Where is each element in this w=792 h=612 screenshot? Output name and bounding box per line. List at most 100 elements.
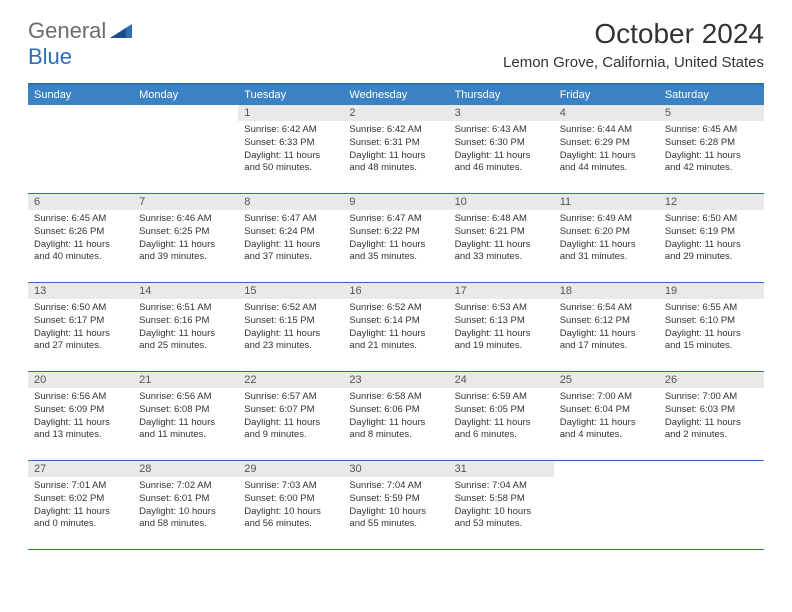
daylight-text: Daylight: 11 hours and 31 minutes. [560,239,653,265]
weekday-header: Tuesday [238,85,343,105]
day-content: Sunrise: 7:04 AMSunset: 5:59 PMDaylight:… [343,477,448,534]
sunset-text: Sunset: 6:06 PM [349,404,442,417]
header: General October 2024 Lemon Grove, Califo… [0,0,792,75]
sunrise-text: Sunrise: 6:48 AM [455,213,548,226]
day-number: 19 [659,283,764,299]
weekday-header: Sunday [28,85,133,105]
sunrise-text: Sunrise: 7:00 AM [560,391,653,404]
calendar-day [554,461,659,549]
calendar-day: 12Sunrise: 6:50 AMSunset: 6:19 PMDayligh… [659,194,764,282]
calendar-day: 8Sunrise: 6:47 AMSunset: 6:24 PMDaylight… [238,194,343,282]
daylight-text: Daylight: 11 hours and 29 minutes. [665,239,758,265]
day-content: Sunrise: 6:42 AMSunset: 6:33 PMDaylight:… [238,121,343,178]
daylight-text: Daylight: 10 hours and 58 minutes. [139,506,232,532]
daylight-text: Daylight: 11 hours and 37 minutes. [244,239,337,265]
sunrise-text: Sunrise: 6:49 AM [560,213,653,226]
day-content: Sunrise: 6:56 AMSunset: 6:08 PMDaylight:… [133,388,238,445]
calendar-day: 24Sunrise: 6:59 AMSunset: 6:05 PMDayligh… [449,372,554,460]
weekday-header: Monday [133,85,238,105]
sunset-text: Sunset: 6:00 PM [244,493,337,506]
sunrise-text: Sunrise: 6:44 AM [560,124,653,137]
logo-text-general: General [28,18,106,44]
sunrise-text: Sunrise: 6:51 AM [139,302,232,315]
sunset-text: Sunset: 6:25 PM [139,226,232,239]
day-content: Sunrise: 6:45 AMSunset: 6:26 PMDaylight:… [28,210,133,267]
daylight-text: Daylight: 11 hours and 0 minutes. [34,506,127,532]
daylight-text: Daylight: 11 hours and 17 minutes. [560,328,653,354]
sunrise-text: Sunrise: 6:53 AM [455,302,548,315]
daylight-text: Daylight: 11 hours and 33 minutes. [455,239,548,265]
calendar-day: 29Sunrise: 7:03 AMSunset: 6:00 PMDayligh… [238,461,343,549]
calendar-day: 1Sunrise: 6:42 AMSunset: 6:33 PMDaylight… [238,105,343,193]
calendar-day: 4Sunrise: 6:44 AMSunset: 6:29 PMDaylight… [554,105,659,193]
day-number: 18 [554,283,659,299]
daylight-text: Daylight: 11 hours and 46 minutes. [455,150,548,176]
day-content: Sunrise: 6:54 AMSunset: 6:12 PMDaylight:… [554,299,659,356]
calendar-day: 15Sunrise: 6:52 AMSunset: 6:15 PMDayligh… [238,283,343,371]
day-number: 30 [343,461,448,477]
day-number: 12 [659,194,764,210]
daylight-text: Daylight: 11 hours and 39 minutes. [139,239,232,265]
day-content: Sunrise: 6:58 AMSunset: 6:06 PMDaylight:… [343,388,448,445]
day-content: Sunrise: 6:47 AMSunset: 6:24 PMDaylight:… [238,210,343,267]
sunrise-text: Sunrise: 6:50 AM [665,213,758,226]
calendar-day: 21Sunrise: 6:56 AMSunset: 6:08 PMDayligh… [133,372,238,460]
sunrise-text: Sunrise: 7:02 AM [139,480,232,493]
sunrise-text: Sunrise: 6:45 AM [34,213,127,226]
sunrise-text: Sunrise: 6:42 AM [244,124,337,137]
day-content: Sunrise: 6:50 AMSunset: 6:19 PMDaylight:… [659,210,764,267]
daylight-text: Daylight: 11 hours and 44 minutes. [560,150,653,176]
sunset-text: Sunset: 6:21 PM [455,226,548,239]
sunset-text: Sunset: 6:26 PM [34,226,127,239]
day-number: 6 [28,194,133,210]
day-content: Sunrise: 6:48 AMSunset: 6:21 PMDaylight:… [449,210,554,267]
day-number: 7 [133,194,238,210]
daylight-text: Daylight: 11 hours and 40 minutes. [34,239,127,265]
sunrise-text: Sunrise: 6:50 AM [34,302,127,315]
calendar-day: 14Sunrise: 6:51 AMSunset: 6:16 PMDayligh… [133,283,238,371]
sunrise-text: Sunrise: 6:45 AM [665,124,758,137]
day-content: Sunrise: 6:47 AMSunset: 6:22 PMDaylight:… [343,210,448,267]
day-number: 16 [343,283,448,299]
sunrise-text: Sunrise: 6:54 AM [560,302,653,315]
day-number: 11 [554,194,659,210]
daylight-text: Daylight: 11 hours and 4 minutes. [560,417,653,443]
sunset-text: Sunset: 6:08 PM [139,404,232,417]
day-content: Sunrise: 6:55 AMSunset: 6:10 PMDaylight:… [659,299,764,356]
calendar-week: 13Sunrise: 6:50 AMSunset: 6:17 PMDayligh… [28,283,764,372]
day-number: 1 [238,105,343,121]
day-number: 21 [133,372,238,388]
day-content: Sunrise: 6:46 AMSunset: 6:25 PMDaylight:… [133,210,238,267]
sunset-text: Sunset: 6:05 PM [455,404,548,417]
calendar-day: 19Sunrise: 6:55 AMSunset: 6:10 PMDayligh… [659,283,764,371]
daylight-text: Daylight: 11 hours and 42 minutes. [665,150,758,176]
day-content: Sunrise: 7:00 AMSunset: 6:03 PMDaylight:… [659,388,764,445]
calendar-day: 30Sunrise: 7:04 AMSunset: 5:59 PMDayligh… [343,461,448,549]
daylight-text: Daylight: 11 hours and 8 minutes. [349,417,442,443]
day-number: 28 [133,461,238,477]
calendar-week: 27Sunrise: 7:01 AMSunset: 6:02 PMDayligh… [28,461,764,550]
sunset-text: Sunset: 6:33 PM [244,137,337,150]
day-content: Sunrise: 6:52 AMSunset: 6:15 PMDaylight:… [238,299,343,356]
calendar-day: 27Sunrise: 7:01 AMSunset: 6:02 PMDayligh… [28,461,133,549]
day-number: 2 [343,105,448,121]
sunset-text: Sunset: 6:20 PM [560,226,653,239]
day-number: 31 [449,461,554,477]
day-number: 17 [449,283,554,299]
title-block: October 2024 Lemon Grove, California, Un… [503,18,764,71]
sunset-text: Sunset: 6:12 PM [560,315,653,328]
day-content: Sunrise: 7:04 AMSunset: 5:58 PMDaylight:… [449,477,554,534]
calendar-day: 26Sunrise: 7:00 AMSunset: 6:03 PMDayligh… [659,372,764,460]
sunrise-text: Sunrise: 6:59 AM [455,391,548,404]
daylight-text: Daylight: 11 hours and 13 minutes. [34,417,127,443]
calendar-day: 11 Sunrise: 6:49 AMSunset: 6:20 PMDayligh… [554,194,659,282]
calendar-day: 3Sunrise: 6:43 AMSunset: 6:30 PMDaylight… [449,105,554,193]
day-content: Sunrise: 6:42 AMSunset: 6:31 PMDaylight:… [343,121,448,178]
sunset-text: Sunset: 6:07 PM [244,404,337,417]
day-content: Sunrise: 6:50 AMSunset: 6:17 PMDaylight:… [28,299,133,356]
sunrise-text: Sunrise: 6:52 AM [349,302,442,315]
sunrise-text: Sunrise: 7:04 AM [349,480,442,493]
day-number: 10 [449,194,554,210]
sunset-text: Sunset: 6:09 PM [34,404,127,417]
calendar: SundayMondayTuesdayWednesdayThursdayFrid… [28,83,764,550]
